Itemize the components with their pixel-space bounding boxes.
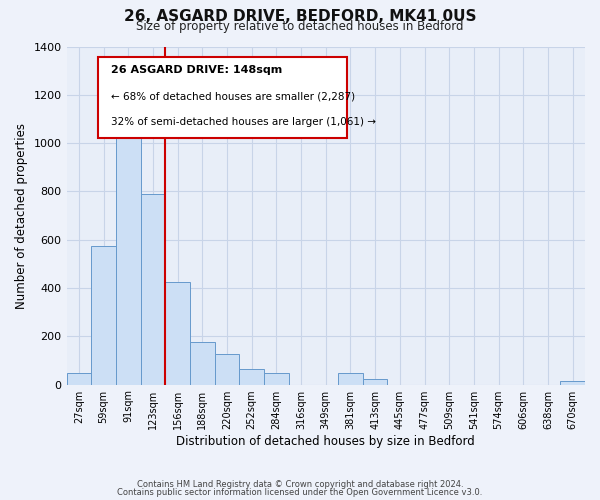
Bar (165, 282, 190, 384)
Text: 32% of semi-detached houses are larger (1,061) →: 32% of semi-detached houses are larger (… (110, 118, 376, 128)
Y-axis label: Number of detached properties: Number of detached properties (15, 122, 28, 308)
Bar (190, 342, 215, 384)
Bar (215, 354, 239, 384)
Bar (67, 372, 91, 384)
FancyBboxPatch shape (98, 56, 347, 138)
Text: ← 68% of detached houses are smaller (2,287): ← 68% of detached houses are smaller (2,… (110, 92, 355, 102)
Text: 26 ASGARD DRIVE: 148sqm: 26 ASGARD DRIVE: 148sqm (110, 65, 282, 75)
Bar (116, 134, 140, 384)
X-axis label: Distribution of detached houses by size in Bedford: Distribution of detached houses by size … (176, 434, 475, 448)
Text: Contains public sector information licensed under the Open Government Licence v3: Contains public sector information licen… (118, 488, 482, 497)
Bar (560, 381, 585, 384)
Bar (140, 194, 165, 384)
Bar (264, 372, 289, 384)
Text: 26, ASGARD DRIVE, BEDFORD, MK41 0US: 26, ASGARD DRIVE, BEDFORD, MK41 0US (124, 9, 476, 24)
Text: Size of property relative to detached houses in Bedford: Size of property relative to detached ho… (136, 20, 464, 33)
Bar (363, 380, 388, 384)
Bar (91, 246, 116, 384)
Text: Contains HM Land Registry data © Crown copyright and database right 2024.: Contains HM Land Registry data © Crown c… (137, 480, 463, 489)
Bar (239, 369, 264, 384)
Bar (338, 373, 363, 384)
